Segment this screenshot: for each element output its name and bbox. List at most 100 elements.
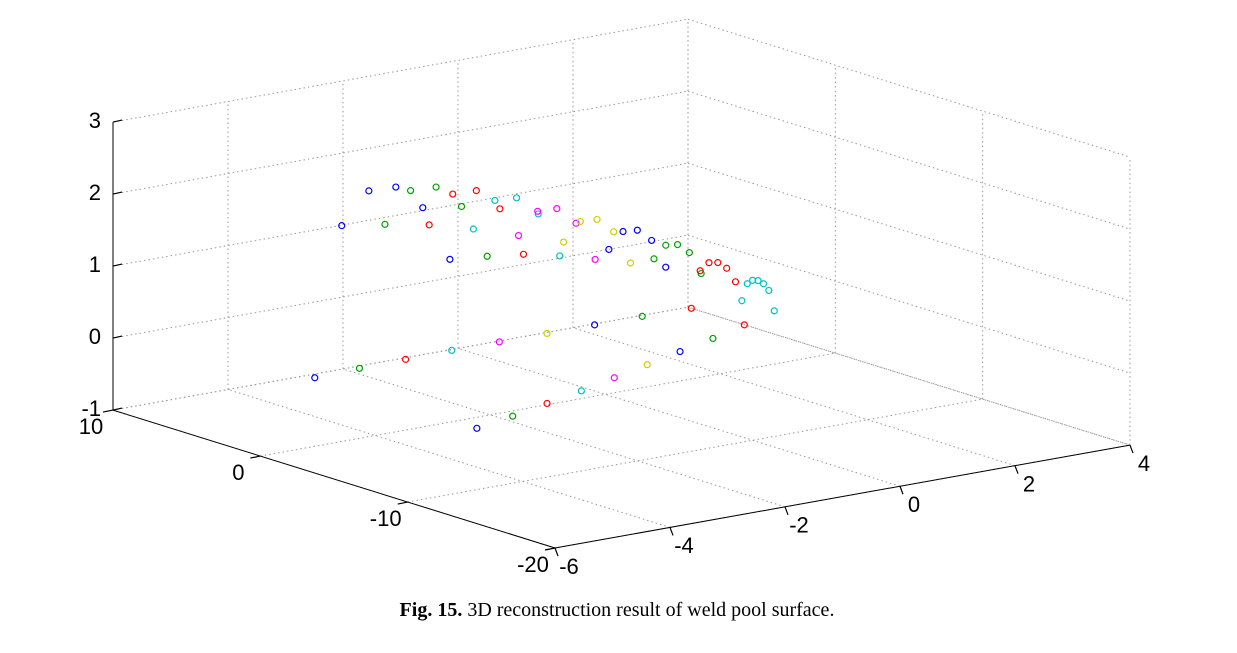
point	[572, 219, 580, 227]
point	[619, 227, 627, 236]
point	[610, 228, 618, 236]
y-tick-label: 10	[79, 414, 103, 439]
y-tick-label: -20	[517, 552, 549, 577]
grid-line	[342, 368, 786, 508]
point	[446, 255, 454, 263]
point	[749, 276, 757, 284]
tick-mark	[102, 409, 114, 413]
point	[432, 183, 440, 191]
tick-mark	[669, 527, 674, 536]
y-axis	[112, 409, 556, 549]
point	[714, 259, 722, 267]
point	[605, 245, 613, 254]
grid-line	[457, 347, 901, 487]
z-tick-label: 3	[89, 108, 101, 133]
point	[743, 280, 751, 288]
grid-line	[227, 389, 671, 528]
point	[472, 187, 480, 195]
point	[676, 347, 684, 356]
point	[687, 304, 695, 312]
caption: Fig. 15. 3D reconstruction result of wel…	[400, 599, 835, 621]
point	[738, 297, 746, 305]
point	[770, 307, 778, 315]
grid-line	[112, 234, 689, 339]
grid-line	[687, 18, 1131, 158]
point	[425, 221, 433, 229]
point	[593, 215, 601, 224]
tick-mark	[554, 547, 559, 557]
point	[673, 241, 682, 249]
point	[576, 217, 585, 226]
point	[662, 263, 670, 271]
point	[496, 205, 504, 213]
point	[534, 207, 542, 215]
tick-mark	[784, 506, 789, 516]
point	[338, 222, 346, 230]
point	[311, 374, 319, 382]
grid-line	[687, 306, 1131, 446]
point	[556, 252, 564, 260]
point	[591, 255, 599, 264]
point	[759, 280, 768, 288]
point	[740, 321, 748, 329]
point	[401, 355, 410, 363]
point	[491, 196, 499, 205]
grid-line	[407, 398, 983, 503]
point	[731, 278, 740, 286]
point	[685, 249, 693, 257]
point	[365, 187, 373, 195]
point	[473, 424, 481, 432]
x-tick-label: -4	[674, 533, 694, 558]
grid-line	[687, 90, 1131, 230]
point	[610, 374, 618, 382]
x-tick-label: 0	[908, 492, 920, 517]
point	[509, 412, 517, 420]
point	[543, 329, 551, 337]
point	[419, 204, 427, 212]
caption-label: Fig. 15.	[400, 599, 463, 621]
point	[705, 259, 713, 267]
point	[495, 338, 503, 346]
grid-line	[112, 18, 689, 123]
point	[553, 205, 561, 213]
point	[626, 259, 635, 267]
tick-mark	[544, 547, 556, 551]
point	[662, 241, 670, 249]
tick-mark	[1129, 444, 1134, 454]
x-tick-label: 4	[1138, 451, 1150, 476]
grid-line	[260, 352, 836, 457]
x-axis	[554, 444, 1131, 549]
point	[648, 236, 656, 245]
point	[765, 286, 773, 295]
z-tick-label: 1	[89, 252, 101, 277]
point	[469, 225, 477, 233]
point	[560, 238, 568, 246]
point	[449, 190, 457, 198]
point	[392, 183, 400, 191]
point	[543, 399, 551, 408]
point	[643, 361, 651, 369]
point	[577, 387, 585, 395]
tick-mark	[112, 119, 123, 123]
tick-mark	[397, 501, 408, 505]
tick-mark	[899, 486, 904, 495]
point	[457, 202, 466, 211]
point	[709, 334, 717, 343]
grid-line	[687, 234, 1131, 374]
point	[355, 364, 364, 372]
x-tick-label: -6	[559, 554, 579, 579]
x-tick-label: 2	[1023, 471, 1035, 496]
point	[514, 231, 523, 240]
point	[448, 346, 456, 355]
point	[723, 264, 731, 272]
point	[406, 187, 415, 195]
point	[650, 255, 658, 263]
point	[483, 252, 491, 260]
point	[638, 312, 646, 320]
point	[512, 194, 521, 202]
grid-line	[112, 162, 689, 267]
tick-mark	[1014, 465, 1019, 474]
tick-mark	[112, 335, 123, 339]
